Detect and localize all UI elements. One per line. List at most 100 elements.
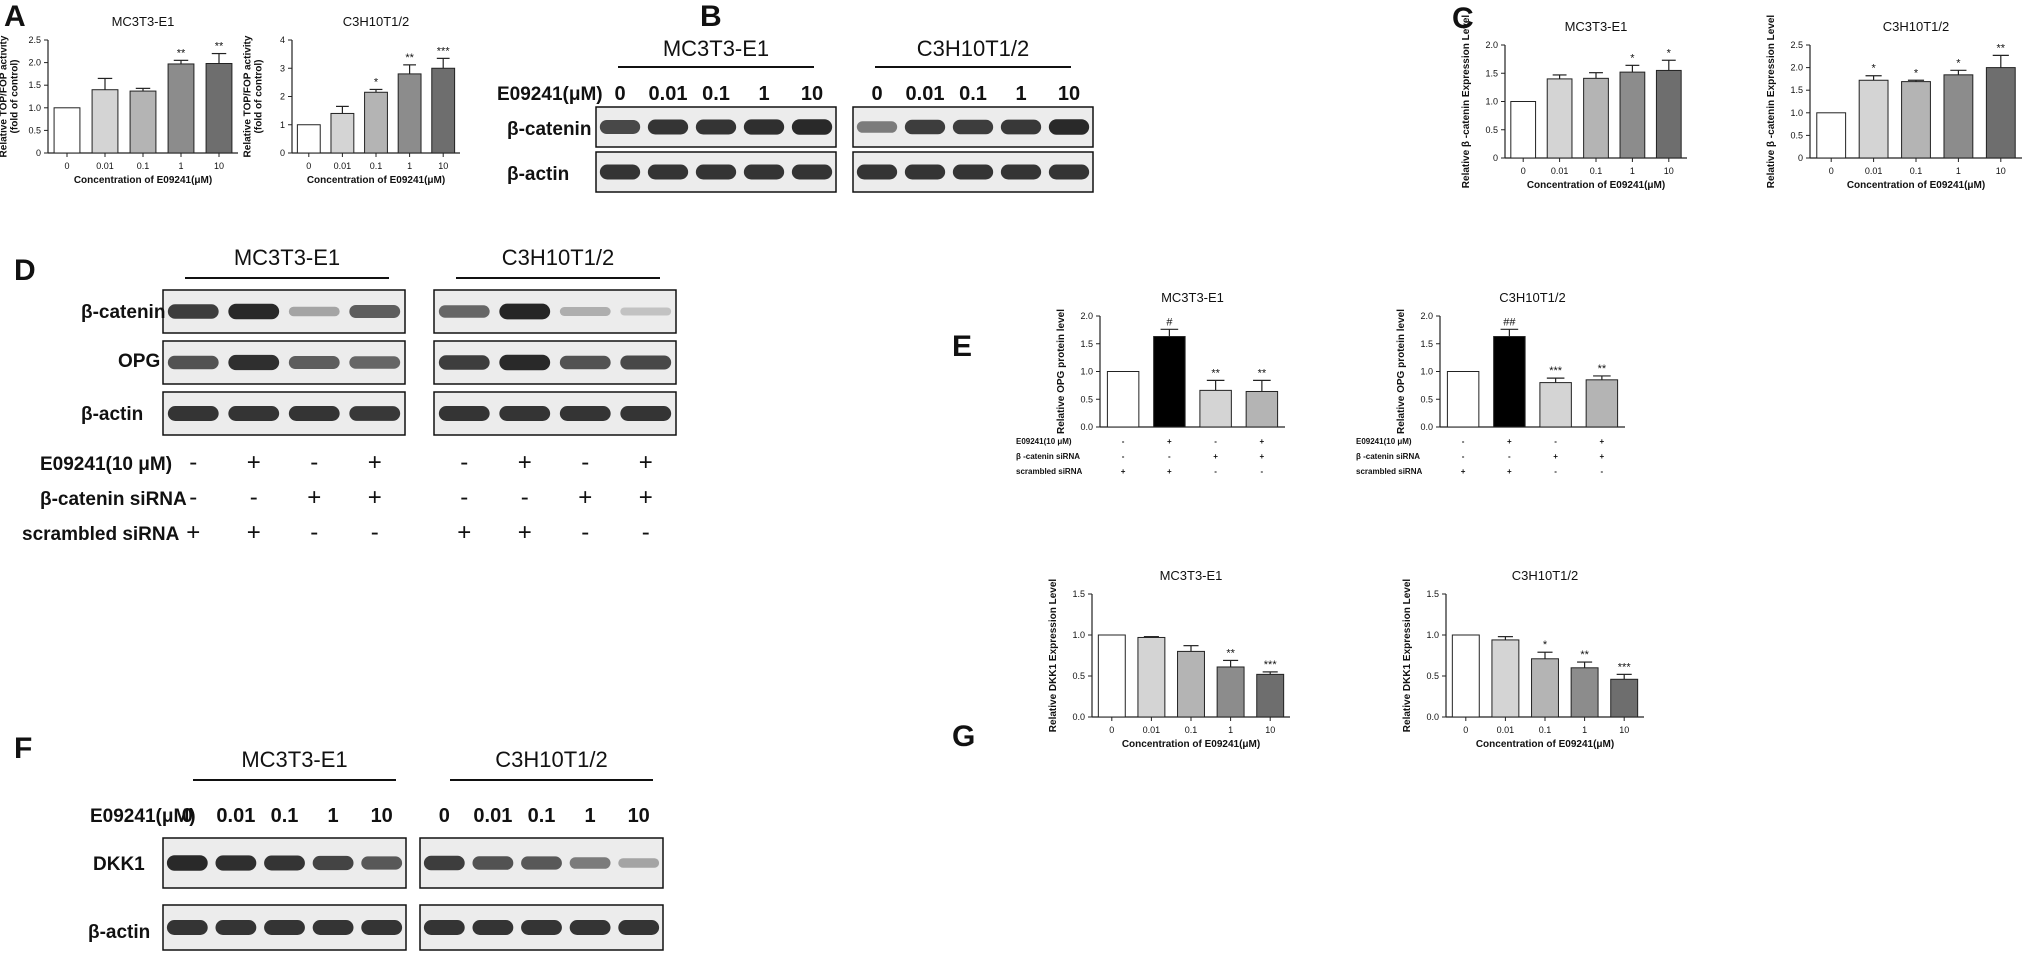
- chart-title: MC3T3-E1: [1565, 19, 1628, 34]
- blot-band: [288, 356, 340, 369]
- blot-d-condition-sign: -: [642, 519, 650, 546]
- blot-band: [438, 355, 490, 370]
- bar: [1570, 667, 1599, 718]
- blot-f-treatment-label: E09241(μM): [90, 806, 196, 827]
- y-tick-label: 2.0: [1420, 311, 1433, 321]
- blot-band: [647, 119, 689, 135]
- bar: [296, 124, 321, 154]
- blot-f-lane-label: 1: [328, 805, 339, 827]
- condition-label: scrambled siRNA: [1356, 467, 1422, 476]
- bar: [1619, 71, 1646, 159]
- y-tick-label: 0: [1798, 153, 1803, 163]
- blot-d-condition-sign: -: [521, 484, 529, 511]
- significance-marker: *: [1543, 639, 1548, 651]
- blot-d-condition-sign: +: [368, 484, 382, 511]
- x-axis-label: Concentration of E09241(μM): [74, 175, 212, 186]
- blot-band: [288, 406, 340, 421]
- y-tick-label: 4: [280, 35, 285, 45]
- y-tick-label: 0.0: [1072, 712, 1085, 722]
- bar: [1583, 77, 1609, 159]
- blot-band: [361, 920, 403, 935]
- blot-band: [1000, 164, 1042, 180]
- blot-band: [167, 304, 219, 319]
- significance-marker: **: [1211, 367, 1220, 379]
- blot-band: [312, 920, 354, 935]
- y-axis-label: Relative β -catenin Expression Level: [1766, 15, 1777, 189]
- y-axis-label: Relative OPG protein level: [1396, 309, 1407, 434]
- panel-label-c: C: [1452, 2, 1474, 35]
- chart-E1: MC3T3-E1 0.0 0.5 1.0 1.5 2.0 Relative OPG prot…: [1016, 290, 1285, 476]
- blot-d-condition-sign: -: [460, 449, 468, 476]
- y-tick-label: 0.5: [1426, 671, 1439, 681]
- bar: [1153, 336, 1186, 428]
- blot-b-lane-label: 0.01: [649, 83, 688, 105]
- x-tick-label: 1: [1630, 166, 1635, 176]
- x-tick-label: 0.1: [137, 161, 150, 171]
- bar: [1216, 666, 1245, 718]
- blot-row-label: β-catenin: [507, 119, 591, 140]
- blot-f-lane-label: 0.01: [473, 805, 512, 827]
- x-tick-label: 0.1: [1185, 725, 1198, 735]
- bar: [1493, 336, 1526, 428]
- blot-b-row: [852, 106, 1094, 148]
- x-tick-label: 0: [306, 161, 311, 171]
- chart-A1: MC3T3-E1 0 0.5 1.0 1.5 2.0 2.5 Relative TOP/FOP…: [0, 14, 238, 186]
- blot-b-lane-label: 0: [614, 83, 625, 105]
- condition-sign: +: [1213, 452, 1218, 461]
- condition-sign: +: [1461, 467, 1466, 476]
- y-tick-label: 2.5: [28, 35, 41, 45]
- bar: [1610, 678, 1639, 718]
- blot-d-condition-sign: +: [518, 449, 532, 476]
- y-tick-label: 1.0: [1790, 108, 1803, 118]
- blot-b-lane-label: 10: [1058, 83, 1080, 105]
- x-axis-label: Concentration of E09241(μM): [1476, 739, 1614, 750]
- blot-d-row: [162, 289, 406, 334]
- blot-band: [1048, 119, 1090, 135]
- x-axis-label: Concentration of E09241(μM): [1527, 180, 1665, 191]
- y-axis-label: Relative DKK1 Expression Level: [1402, 579, 1413, 733]
- blot-d-row: [162, 340, 406, 385]
- blot-band: [472, 856, 514, 870]
- significance-marker: **: [1580, 649, 1589, 661]
- bar: [1985, 67, 2016, 159]
- significance-marker: **: [1598, 363, 1607, 375]
- blot-band: [423, 855, 465, 871]
- bar: [1106, 371, 1140, 428]
- blot-d-condition-label: scrambled siRNA: [22, 524, 180, 545]
- chart-C1: MC3T3-E1 0 0.5 1.0 1.5 2.0 Relative β -catenin…: [1461, 15, 1687, 191]
- condition-sign: -: [1122, 452, 1125, 461]
- blot-band: [559, 307, 611, 316]
- condition-sign: -: [1214, 467, 1217, 476]
- y-tick-label: 0.5: [28, 125, 41, 135]
- bar: [1097, 634, 1126, 718]
- significance-marker: **: [1258, 367, 1267, 379]
- blot-band: [569, 920, 611, 935]
- bar: [53, 107, 81, 154]
- condition-sign: +: [1553, 452, 1558, 461]
- bar: [1451, 634, 1480, 718]
- blot-band: [1000, 119, 1042, 135]
- significance-marker: ***: [1549, 365, 1563, 377]
- y-tick-label: 1.0: [1072, 630, 1085, 640]
- blot-d-row: [433, 391, 677, 436]
- blot-band: [620, 355, 672, 370]
- significance-marker: **: [405, 52, 414, 64]
- y-axis-label: (fold of control): [254, 60, 265, 134]
- condition-label: E09241(10 μM): [1356, 437, 1412, 446]
- blot-d-condition-label: β-catenin siRNA: [40, 489, 187, 510]
- y-tick-label: 0: [1493, 153, 1498, 163]
- significance-marker: #: [1166, 316, 1173, 328]
- x-tick-label: 10: [1619, 725, 1629, 735]
- y-tick-label: 0.5: [1420, 394, 1433, 404]
- condition-sign: +: [1507, 467, 1512, 476]
- blot-d-row: [162, 391, 406, 436]
- bar: [1256, 673, 1285, 718]
- blot-band: [618, 858, 660, 868]
- blot-band: [228, 406, 280, 421]
- x-axis-label: Concentration of E09241(μM): [307, 175, 445, 186]
- bar: [1655, 69, 1682, 159]
- condition-sign: +: [1260, 437, 1265, 446]
- x-tick-label: 10: [1996, 166, 2006, 176]
- chart-E2: C3H10T1/2 0.0 0.5 1.0 1.5 2.0 Relative OPG pro…: [1356, 290, 1625, 476]
- panel-label-b: B: [700, 0, 722, 33]
